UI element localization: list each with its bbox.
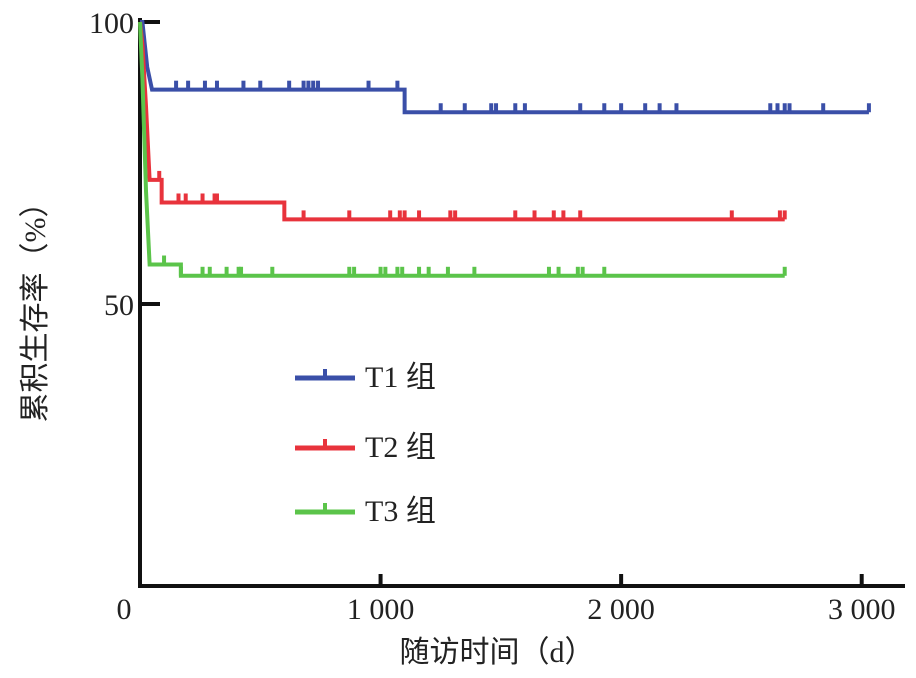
legend-label: T1 组 [365, 361, 436, 394]
x-tick-label: 3 000 [828, 593, 896, 626]
y-tick-label: 50 [104, 289, 134, 322]
x-tick-label: 0 [117, 593, 132, 626]
y-axis-label: 累积生存率（%） [19, 188, 52, 423]
survival-curve [138, 21, 785, 222]
y-tick-label: 100 [89, 7, 134, 40]
x-axis-label: 随访时间（d） [400, 636, 595, 669]
x-tick-label: 1 000 [347, 593, 415, 626]
legend-label: T3 组 [365, 495, 436, 528]
x-tick-label: 2 000 [587, 593, 655, 626]
survival-curve [140, 20, 869, 115]
legend-label: T2 组 [365, 431, 436, 464]
survival-curve [138, 21, 785, 278]
